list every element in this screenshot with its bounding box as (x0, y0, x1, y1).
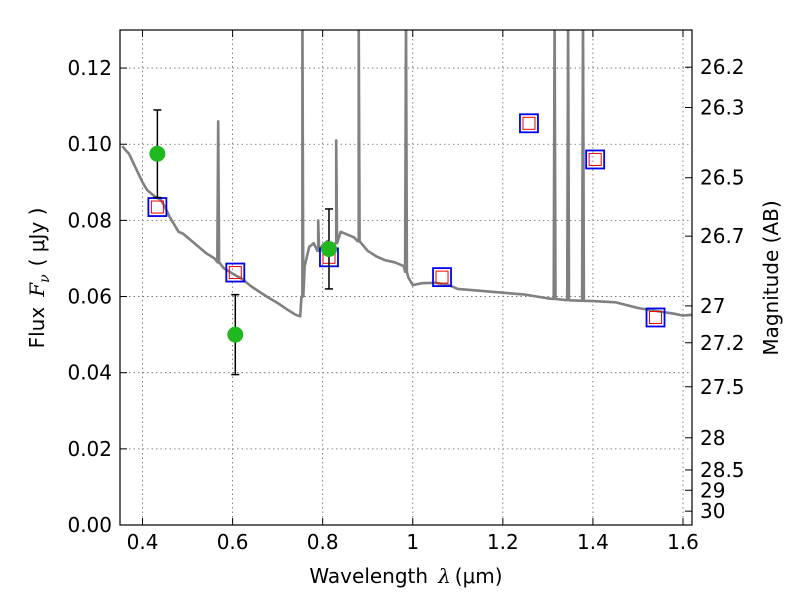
right-tick-label: 26.2 (700, 55, 745, 79)
y-axis-label: FluxFν( μJy ) (25, 208, 53, 349)
model-point-inner (435, 270, 449, 284)
x-axis-label: Wavelength λ (μm) (309, 564, 502, 588)
model-point-inner (150, 200, 164, 214)
right-tick-label: 29 (700, 478, 725, 502)
model-point-inner (649, 310, 663, 324)
x-tick-label: 1.2 (487, 530, 519, 554)
x-tick-label: 1.4 (577, 530, 609, 554)
right-tick-label: 28 (700, 426, 725, 450)
model-spectrum (121, 30, 692, 318)
right-tick-label: 27.5 (700, 375, 745, 399)
right-tick-label: 28.5 (700, 458, 745, 482)
right-axis-label: Magnitude (AB) (759, 200, 783, 355)
y-tick-label: 0.12 (67, 56, 112, 80)
model-point-inner (588, 152, 602, 166)
model-point-inner (228, 266, 242, 280)
y-tick-label: 0.02 (67, 437, 112, 461)
right-tick-label: 27 (700, 294, 725, 318)
y-tick-label: 0.00 (67, 513, 112, 537)
model-point-outer (585, 149, 606, 170)
x-tick-label: 0.6 (217, 530, 249, 554)
x-tick-label: 0.8 (307, 530, 339, 554)
x-tick-label: 0.4 (127, 530, 159, 554)
y-tick-label: 0.04 (67, 361, 112, 385)
spectrum-line (121, 30, 692, 318)
observed-point (149, 145, 166, 162)
model-point-outer (645, 307, 666, 328)
model-point-outer (432, 267, 452, 288)
model-point-outer (225, 262, 246, 283)
y-tick-label: 0.08 (67, 208, 112, 232)
observed-point (320, 240, 337, 257)
right-tick-label: 30 (700, 499, 725, 523)
plot-frame (119, 29, 693, 526)
y-axis-ticks: 0.00 0.02 0.04 0.06 0.08 0.10 0.12 (67, 56, 127, 537)
right-tick-label: 26.3 (700, 95, 745, 119)
y-tick-label: 0.06 (67, 285, 112, 309)
observed-photometry-points (149, 109, 337, 376)
x-axis-ticks: 0.4 0.6 0.8 1 1.2 1.4 1.6 (127, 30, 699, 554)
model-point-outer (519, 113, 539, 134)
x-tick-label: 1.6 (667, 530, 699, 554)
model-point-inner (522, 116, 536, 130)
observed-point (227, 326, 244, 343)
right-tick-label: 26.5 (700, 166, 745, 190)
x-tick-label: 1 (406, 530, 419, 554)
right-tick-label: 27.2 (700, 331, 745, 355)
grid-lines (120, 30, 692, 526)
right-tick-label: 26.7 (700, 224, 745, 248)
y-tick-label: 0.10 (67, 132, 112, 156)
